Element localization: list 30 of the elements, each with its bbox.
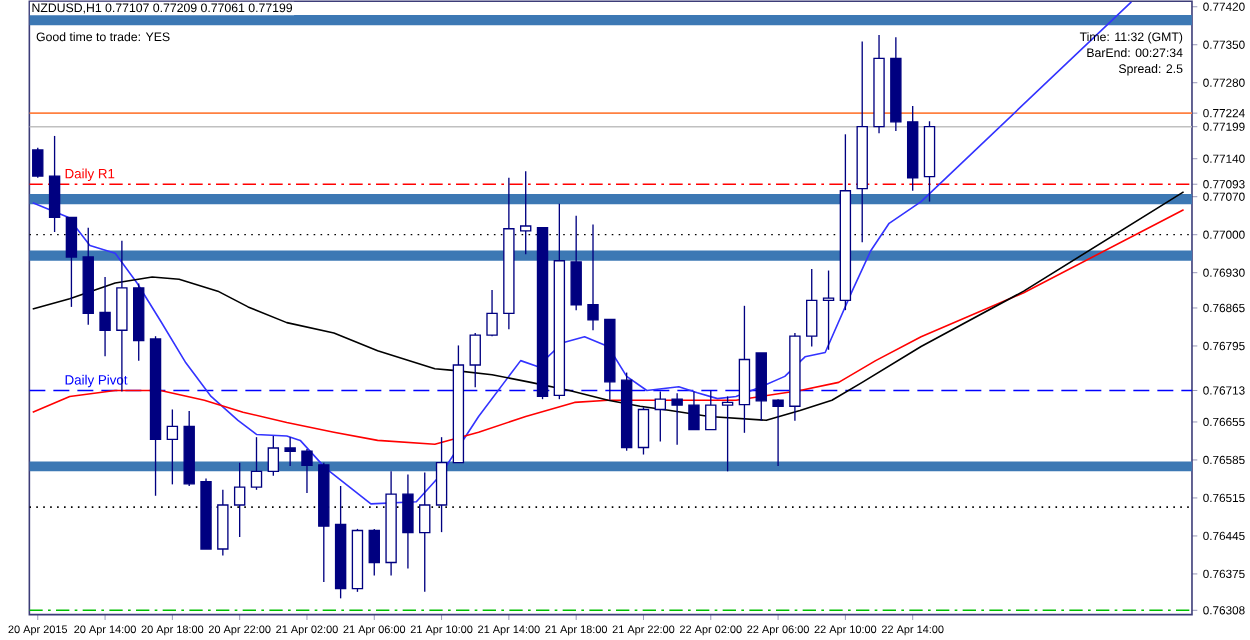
candlestick bbox=[772, 398, 784, 467]
candlestick bbox=[435, 436, 448, 533]
candlestick bbox=[721, 395, 734, 473]
candlestick bbox=[166, 408, 179, 486]
candlestick bbox=[402, 473, 414, 570]
candlestick bbox=[419, 471, 431, 593]
candlestick bbox=[267, 435, 280, 477]
candlestick bbox=[32, 147, 44, 179]
candlestick bbox=[217, 489, 229, 557]
candlestick bbox=[301, 448, 313, 494]
candlestick bbox=[486, 289, 498, 337]
candlestick bbox=[519, 170, 532, 255]
candlestick bbox=[637, 406, 650, 456]
candlestick bbox=[587, 223, 599, 331]
candlestick bbox=[99, 276, 111, 357]
candlestick bbox=[654, 390, 667, 443]
candlestick bbox=[368, 528, 380, 577]
candlestick bbox=[688, 390, 700, 431]
candlestick bbox=[233, 461, 246, 538]
candlestick bbox=[469, 332, 481, 388]
candlestick bbox=[65, 216, 78, 308]
candlestick bbox=[705, 389, 717, 431]
candlestick bbox=[738, 305, 751, 434]
candlestick bbox=[755, 352, 767, 422]
candlestick bbox=[284, 436, 296, 467]
candlestick bbox=[806, 268, 818, 348]
candlestick bbox=[250, 436, 263, 491]
candlestick bbox=[570, 215, 582, 311]
candlestick bbox=[671, 392, 683, 446]
candlestick bbox=[48, 135, 61, 233]
